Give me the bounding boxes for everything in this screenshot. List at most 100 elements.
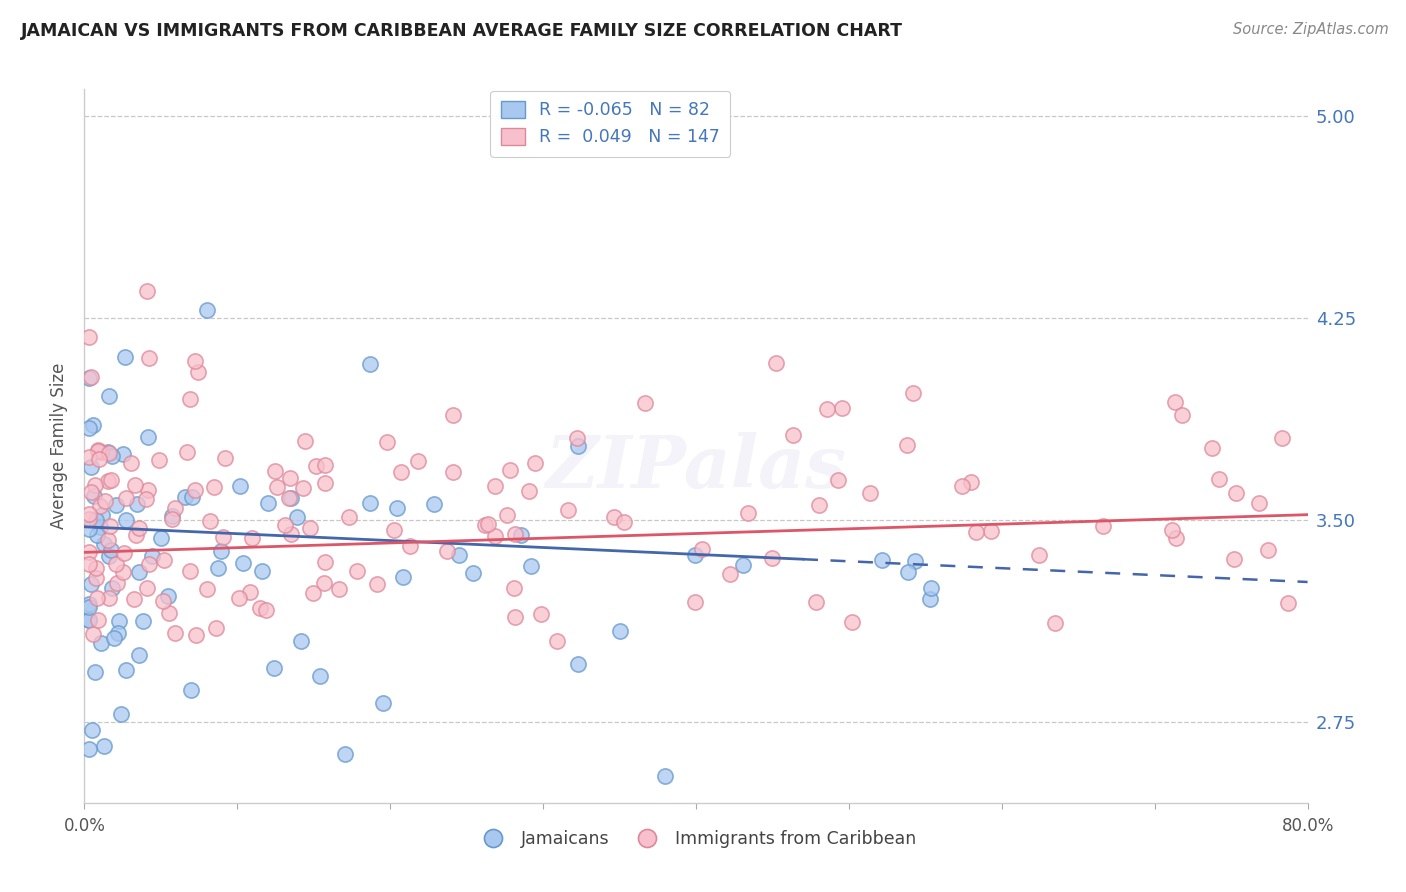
Text: Source: ZipAtlas.com: Source: ZipAtlas.com	[1233, 22, 1389, 37]
Point	[305, 458, 328, 473]
Point	[1164, 531, 1187, 545]
Point	[83, 489, 105, 503]
Point	[382, 523, 405, 537]
Point	[1249, 496, 1271, 510]
Point	[366, 576, 388, 591]
Point	[87, 613, 110, 627]
Point	[136, 581, 159, 595]
Point	[602, 509, 624, 524]
Point	[238, 584, 260, 599]
Point	[1164, 395, 1187, 409]
Point	[98, 445, 121, 459]
Point	[285, 509, 308, 524]
Point	[77, 330, 100, 344]
Point	[114, 513, 136, 527]
Point	[89, 452, 111, 467]
Point	[148, 453, 170, 467]
Point	[207, 561, 229, 575]
Point	[87, 444, 110, 458]
Point	[461, 566, 484, 580]
Point	[423, 497, 446, 511]
Point	[228, 591, 250, 605]
Point	[77, 613, 100, 627]
Point	[157, 606, 180, 620]
Point	[77, 742, 100, 756]
Point	[872, 553, 894, 567]
Point	[496, 508, 519, 523]
Point	[135, 492, 157, 507]
Legend: Jamaicans, Immigrants from Caribbean: Jamaicans, Immigrants from Caribbean	[468, 823, 924, 855]
Point	[195, 582, 218, 596]
Point	[107, 614, 129, 628]
Point	[966, 524, 988, 539]
Point	[104, 557, 127, 571]
Point	[204, 621, 226, 635]
Point	[1208, 471, 1230, 485]
Text: ZIPalas: ZIPalas	[546, 432, 846, 503]
Point	[249, 601, 271, 615]
Point	[557, 502, 579, 516]
Point	[90, 508, 112, 522]
Point	[314, 576, 336, 591]
Point	[90, 444, 112, 458]
Point	[841, 615, 863, 630]
Point	[477, 517, 499, 532]
Point	[77, 600, 100, 615]
Point	[138, 351, 160, 366]
Point	[184, 354, 207, 368]
Point	[114, 351, 136, 365]
Point	[950, 479, 973, 493]
Point	[176, 445, 198, 459]
Point	[89, 500, 111, 514]
Point	[82, 417, 104, 432]
Point	[1161, 523, 1184, 537]
Point	[180, 490, 202, 504]
Point	[737, 506, 759, 520]
Point	[1201, 442, 1223, 456]
Point	[1045, 615, 1067, 630]
Point	[335, 747, 357, 762]
Point	[98, 591, 121, 605]
Point	[163, 500, 186, 515]
Point	[254, 603, 277, 617]
Point	[441, 465, 464, 479]
Point	[359, 357, 381, 371]
Point	[152, 594, 174, 608]
Point	[683, 595, 706, 609]
Point	[80, 459, 103, 474]
Point	[290, 634, 312, 648]
Point	[447, 548, 470, 562]
Point	[202, 480, 225, 494]
Point	[157, 589, 180, 603]
Point	[77, 522, 100, 536]
Point	[731, 558, 754, 573]
Point	[124, 528, 146, 542]
Point	[112, 547, 135, 561]
Point	[211, 530, 233, 544]
Point	[184, 627, 207, 641]
Point	[86, 591, 108, 606]
Point	[960, 475, 983, 489]
Point	[720, 567, 742, 582]
Point	[98, 519, 121, 533]
Point	[761, 551, 783, 566]
Point	[136, 284, 159, 298]
Point	[77, 597, 100, 611]
Point	[86, 513, 108, 527]
Point	[114, 663, 136, 677]
Point	[346, 564, 368, 578]
Point	[1277, 596, 1299, 610]
Point	[184, 483, 207, 497]
Point	[138, 558, 160, 572]
Point	[180, 682, 202, 697]
Point	[359, 495, 381, 509]
Point	[314, 555, 336, 569]
Point	[97, 474, 120, 488]
Point	[1225, 485, 1247, 500]
Point	[80, 370, 103, 384]
Point	[187, 365, 209, 379]
Point	[77, 450, 100, 465]
Point	[79, 577, 101, 591]
Point	[375, 434, 398, 449]
Point	[328, 582, 350, 596]
